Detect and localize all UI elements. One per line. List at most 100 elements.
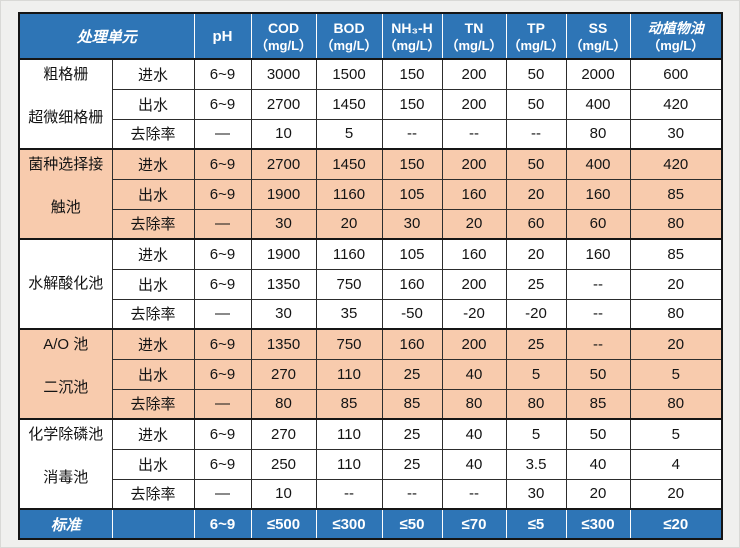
value-cell: — bbox=[193, 118, 252, 150]
value-cell: 6~9 bbox=[193, 448, 252, 480]
value-cell: 5 bbox=[629, 358, 723, 390]
value-cell: 30 bbox=[250, 208, 317, 240]
value-cell: -- bbox=[565, 268, 631, 300]
value-cell: 5 bbox=[315, 118, 383, 150]
standard-value: ≤500 bbox=[250, 508, 317, 540]
value-cell: 30 bbox=[250, 298, 317, 330]
unit-name: 超微细格栅 bbox=[28, 108, 104, 126]
value-cell: 1900 bbox=[250, 178, 317, 210]
value-cell: 6~9 bbox=[193, 148, 252, 180]
table-row: 出水 6~9 270 110 25 40 5 50 5 bbox=[19, 358, 723, 390]
value-cell: 750 bbox=[315, 268, 383, 300]
unit-name: 水解酸化池 bbox=[28, 274, 104, 292]
table-row: 去除率 — 10 -- -- -- 30 20 20 bbox=[19, 478, 723, 510]
table-row: 菌种选择接 触池 进水 6~9 2700 1450 150 200 50 400… bbox=[18, 148, 723, 240]
row-label: 出水 bbox=[111, 178, 195, 210]
value-cell: 20 bbox=[505, 178, 567, 210]
value-cell: 1500 bbox=[315, 58, 383, 90]
table-row: 出水 6~9 1350 750 160 200 25 -- 20 bbox=[19, 268, 723, 300]
value-cell: 400 bbox=[565, 148, 631, 180]
standard-empty-cell bbox=[111, 508, 195, 540]
value-cell: -50 bbox=[381, 298, 443, 330]
row-label: 出水 bbox=[111, 358, 195, 390]
row-label: 去除率 bbox=[111, 388, 195, 420]
value-cell: 85 bbox=[315, 388, 383, 420]
value-cell: 105 bbox=[381, 238, 443, 270]
value-cell: 25 bbox=[381, 358, 443, 390]
table-row: 粗格栅 超微细格栅 进水 6~9 3000 1500 150 200 50 20… bbox=[18, 58, 723, 150]
value-cell: 60 bbox=[565, 208, 631, 240]
row-label: 去除率 bbox=[111, 298, 195, 330]
row-label: 去除率 bbox=[111, 118, 195, 150]
unit-cell: 粗格栅 超微细格栅 bbox=[18, 58, 113, 150]
value-cell: 30 bbox=[629, 118, 723, 150]
standard-value: ≤70 bbox=[441, 508, 507, 540]
row-label: 进水 bbox=[111, 238, 195, 270]
value-cell: 25 bbox=[505, 268, 567, 300]
value-cell: 600 bbox=[629, 58, 723, 90]
value-cell: 5 bbox=[505, 358, 567, 390]
value-cell: 40 bbox=[441, 418, 507, 450]
value-cell: 85 bbox=[629, 238, 723, 270]
table-row: A/O 池 二沉池 进水 6~9 1350 750 160 200 25 -- … bbox=[18, 328, 723, 420]
unit-cell: 化学除磷池 消毒池 bbox=[18, 418, 113, 510]
value-cell: 4 bbox=[629, 448, 723, 480]
value-cell: 6~9 bbox=[193, 178, 252, 210]
param-unit: （mg/L） bbox=[507, 37, 565, 53]
value-cell: 6~9 bbox=[193, 238, 252, 270]
value-cell: 200 bbox=[441, 58, 507, 90]
unit-name: 二沉池 bbox=[43, 378, 89, 396]
standard-row: 标准 6~9 ≤500 ≤300 ≤50 ≤70 ≤5 ≤300 ≤20 bbox=[18, 508, 723, 540]
standard-value: ≤20 bbox=[629, 508, 723, 540]
value-cell: 50 bbox=[505, 58, 567, 90]
table-row: 水解酸化池 进水 6~9 1900 1160 105 160 20 160 85 bbox=[18, 238, 723, 330]
value-cell: 160 bbox=[565, 178, 631, 210]
value-cell: 10 bbox=[250, 118, 317, 150]
value-cell: 1450 bbox=[315, 148, 383, 180]
value-cell: — bbox=[193, 478, 252, 510]
value-cell: 150 bbox=[381, 88, 443, 120]
value-cell: 2000 bbox=[565, 58, 631, 90]
value-cell: — bbox=[193, 388, 252, 420]
table-row: 去除率 — 30 20 30 20 60 60 80 bbox=[19, 208, 723, 240]
value-cell: — bbox=[193, 208, 252, 240]
value-cell: -- bbox=[505, 118, 567, 150]
value-cell: 110 bbox=[315, 418, 383, 450]
standard-value: ≤300 bbox=[565, 508, 631, 540]
value-cell: -20 bbox=[505, 298, 567, 330]
value-cell: 2700 bbox=[250, 88, 317, 120]
value-cell: 160 bbox=[441, 178, 507, 210]
standard-value: ≤5 bbox=[505, 508, 567, 540]
value-cell: 3.5 bbox=[505, 448, 567, 480]
value-cell: 1900 bbox=[250, 238, 317, 270]
value-cell: 1450 bbox=[315, 88, 383, 120]
value-cell: 160 bbox=[381, 328, 443, 360]
value-cell: 6~9 bbox=[193, 58, 252, 90]
table-row: 去除率 — 80 85 85 80 80 85 80 bbox=[19, 388, 723, 420]
param-name: COD bbox=[267, 20, 300, 37]
value-cell: 1160 bbox=[315, 178, 383, 210]
row-label: 去除率 bbox=[111, 478, 195, 510]
value-cell: 30 bbox=[505, 478, 567, 510]
row-label: 进水 bbox=[111, 418, 195, 450]
value-cell: 6~9 bbox=[193, 268, 252, 300]
value-cell: 6~9 bbox=[193, 88, 252, 120]
value-cell: 60 bbox=[505, 208, 567, 240]
value-cell: -- bbox=[381, 118, 443, 150]
param-name: SS bbox=[588, 20, 608, 37]
value-cell: 50 bbox=[505, 88, 567, 120]
row-label: 去除率 bbox=[111, 208, 195, 240]
standard-label: 标准 bbox=[18, 508, 113, 540]
value-cell: 85 bbox=[629, 178, 723, 210]
value-cell: — bbox=[193, 298, 252, 330]
param-name: BOD bbox=[333, 20, 365, 37]
value-cell: 80 bbox=[629, 208, 723, 240]
value-cell: 200 bbox=[441, 88, 507, 120]
value-cell: 1350 bbox=[250, 268, 317, 300]
value-cell: 50 bbox=[505, 148, 567, 180]
value-cell: 50 bbox=[565, 358, 631, 390]
param-unit: （mg/L） bbox=[320, 37, 378, 53]
header-cell-nh3: NH₃-H （mg/L） bbox=[381, 12, 443, 60]
value-cell: 20 bbox=[629, 268, 723, 300]
